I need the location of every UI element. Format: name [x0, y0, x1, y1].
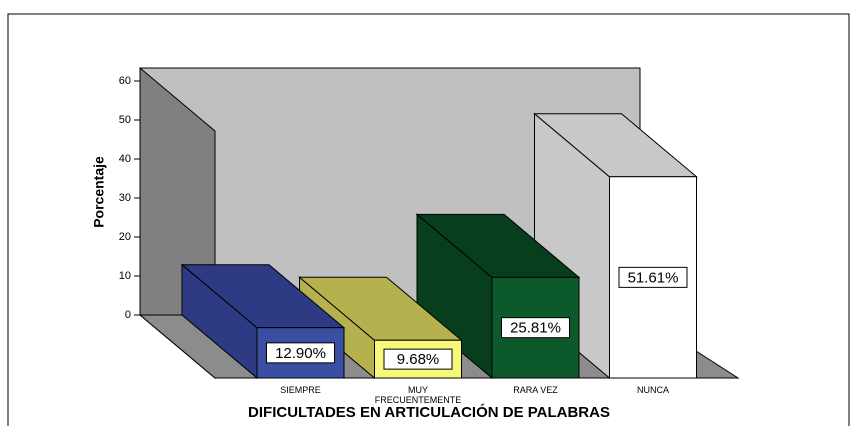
- x-tick-label: SIEMPRE: [280, 385, 321, 395]
- value-label: 12.90%: [275, 345, 326, 362]
- y-tick-label: 30: [119, 192, 131, 204]
- y-tick-label: 50: [119, 114, 131, 126]
- value-label-box: [501, 317, 570, 339]
- y-tick-label: 10: [119, 270, 131, 282]
- x-tick-label: MUY FRECUENTEMENTE: [374, 385, 462, 405]
- value-label: 25.81%: [510, 320, 561, 337]
- y-tick-label: 60: [119, 75, 131, 87]
- y-tick-label: 0: [125, 309, 131, 321]
- value-label-box: [383, 348, 453, 370]
- value-label: 9.68%: [397, 351, 440, 368]
- y-tick-label: 20: [119, 231, 131, 243]
- x-axis-title: DIFICULTADES EN ARTICULACIÓN DE PALABRAS: [248, 403, 610, 421]
- x-tick-label: RARA VEZ: [513, 385, 558, 395]
- value-label-box: [266, 342, 335, 364]
- y-axis-title: Porcentaje: [91, 156, 107, 228]
- value-label-box: [618, 266, 688, 288]
- frame: [7, 13, 850, 426]
- x-tick-label: NUNCA: [636, 385, 669, 395]
- value-label: 51.61%: [628, 269, 679, 286]
- y-tick-label: 40: [119, 153, 131, 165]
